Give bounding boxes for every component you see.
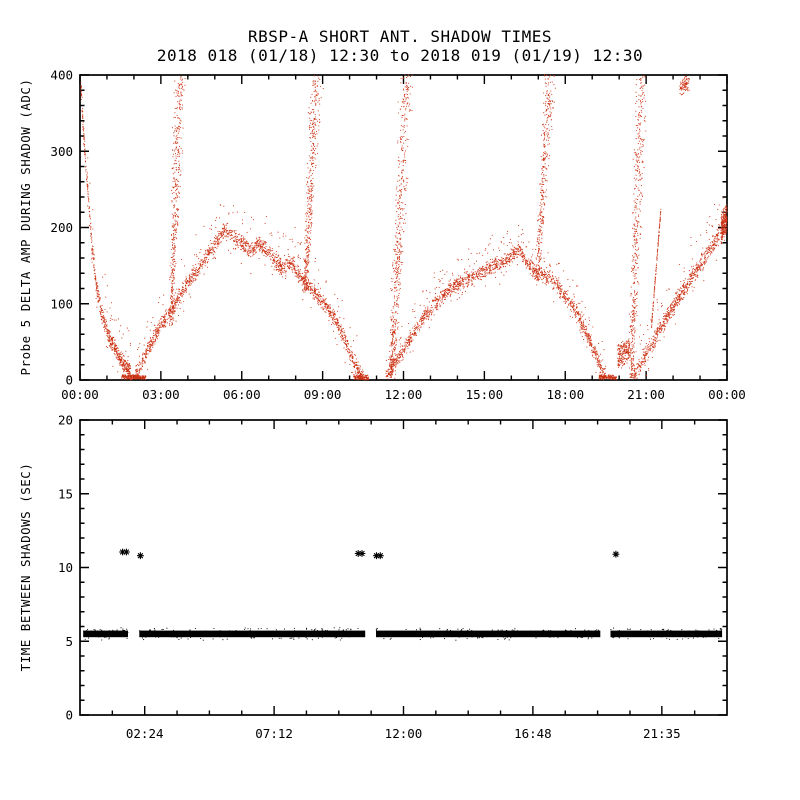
y-tick-label: 0 bbox=[65, 373, 73, 388]
y-tick-label: 10 bbox=[58, 560, 73, 575]
x-tick-label: 00:00 bbox=[708, 387, 746, 402]
panel-frame-bottom bbox=[79, 419, 728, 716]
bottom-y-axis-label: TIME BETWEEN SHADOWS (SEC) bbox=[18, 463, 33, 672]
y-tick-label: 100 bbox=[50, 296, 73, 311]
top-y-axis-label: Probe 5 DELTA AMP DURING SHADOW (ADC) bbox=[18, 79, 33, 376]
shadow-interval-band bbox=[83, 630, 128, 638]
x-tick-label: 06:00 bbox=[223, 387, 261, 402]
y-tick-label: 20 bbox=[58, 413, 73, 428]
panel-frame-top bbox=[79, 74, 728, 381]
x-tick-label: 12:00 bbox=[385, 726, 423, 741]
x-tick-label: 07:12 bbox=[255, 726, 293, 741]
x-tick-label: 00:00 bbox=[61, 387, 99, 402]
shadow-interval-band bbox=[610, 630, 723, 638]
y-tick-label: 400 bbox=[50, 68, 73, 83]
x-tick-label: 21:35 bbox=[643, 726, 681, 741]
chart-title: RBSP-A SHORT ANT. SHADOW TIMES bbox=[248, 27, 552, 46]
y-tick-label: 200 bbox=[50, 220, 73, 235]
y-tick-label: 300 bbox=[50, 144, 73, 159]
x-tick-label: 03:00 bbox=[142, 387, 180, 402]
x-tick-label: 18:00 bbox=[546, 387, 584, 402]
scatter-points-bottom bbox=[83, 627, 723, 641]
shadow-interval-band bbox=[376, 630, 601, 638]
y-tick-label: 0 bbox=[65, 708, 73, 723]
scatter-points-top bbox=[80, 74, 728, 381]
x-tick-label: 21:00 bbox=[627, 387, 665, 402]
axis-ticks-top bbox=[79, 74, 728, 381]
axis-ticks-bottom bbox=[80, 419, 727, 716]
chart-subtitle: 2018 018 (01/18) 12:30 to 2018 019 (01/1… bbox=[156, 46, 644, 65]
x-tick-label: 02:24 bbox=[126, 726, 164, 741]
x-tick-label: 09:00 bbox=[304, 387, 342, 402]
y-tick-label: 15 bbox=[58, 486, 73, 501]
y-tick-label: 5 bbox=[65, 634, 73, 649]
x-tick-label: 16:48 bbox=[514, 726, 552, 741]
x-tick-label: 15:00 bbox=[466, 387, 504, 402]
plot-generated: 00:00 03:00 06:00 09:00 12:00 15:00 18:00 21:00… bbox=[50, 68, 745, 742]
outlier-asterisk-markers bbox=[119, 548, 620, 560]
shadow-interval-band bbox=[139, 630, 366, 638]
x-tick-label: 12:00 bbox=[385, 387, 423, 402]
